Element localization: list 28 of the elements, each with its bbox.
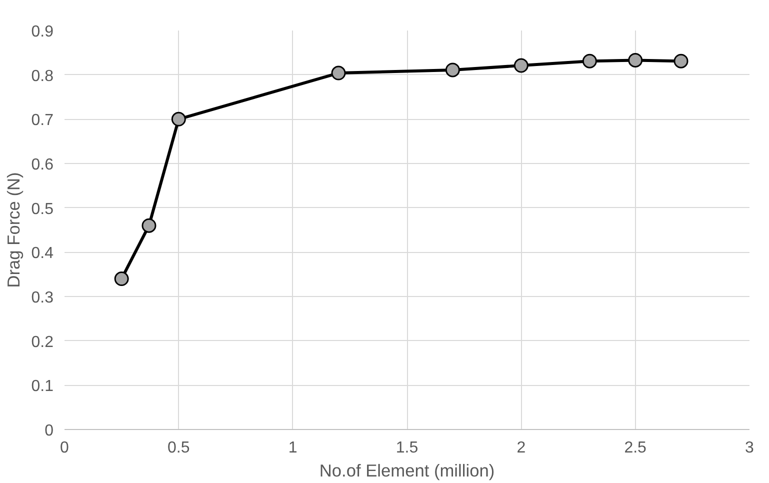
y-tick-label: 0.5 (31, 200, 54, 218)
x-tick-label: 3 (745, 440, 754, 456)
y-axis-title: Drag Force (N) (3, 172, 24, 288)
point (331, 66, 346, 80)
point (142, 218, 156, 233)
point (582, 54, 597, 68)
point (445, 62, 460, 78)
x-tick-label: 0 (60, 440, 70, 456)
y-tick-label: 0.8 (31, 68, 54, 85)
y-tick-label: 0.4 (31, 245, 54, 262)
x-axis-title: No.of Element (million) (319, 460, 495, 480)
point (628, 52, 643, 68)
point (514, 58, 528, 73)
y-tick-label: 0.2 (31, 334, 54, 351)
x-tick-label: 0.5 (168, 440, 190, 456)
x-tick-label: 1 (288, 440, 298, 456)
point (114, 272, 129, 286)
point (674, 54, 688, 68)
x-tick-label: 2.5 (624, 440, 647, 456)
x-tick-label: 1.5 (396, 440, 418, 456)
y-tick-label: 0.6 (31, 156, 54, 174)
y-tick-label: 0.7 (31, 112, 54, 130)
y-tick-label: 0.1 (31, 378, 54, 396)
point (171, 112, 186, 126)
x-tick-label: 2 (516, 440, 526, 456)
y-tick-label: 0.9 (31, 24, 54, 40)
y-tick-label: 0 (44, 422, 54, 440)
y-tick-label: 0.3 (31, 290, 54, 306)
